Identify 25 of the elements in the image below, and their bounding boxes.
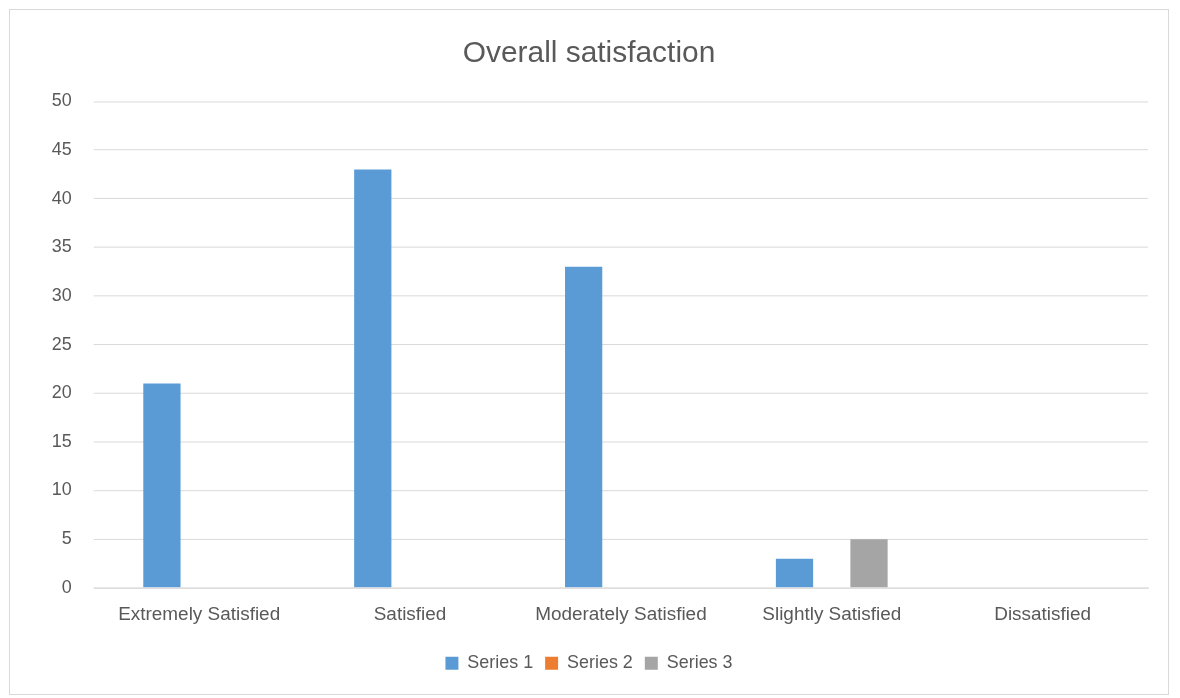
y-tick-label: 20 — [51, 382, 72, 403]
x-tick-label: Extremely Satisfied — [118, 603, 281, 625]
x-tick-label: Slightly Satisfied — [762, 603, 902, 625]
bar — [565, 266, 603, 588]
x-tick-label: Dissatisfied — [994, 603, 1092, 625]
y-tick-label: 5 — [61, 528, 72, 549]
y-tick-label: 15 — [51, 430, 72, 451]
y-tick-label: 40 — [51, 187, 72, 208]
bar — [775, 558, 814, 588]
bar — [850, 539, 888, 588]
legend-label: Series 3 — [666, 652, 733, 673]
y-tick-label: 45 — [51, 139, 72, 160]
y-tick-label: 30 — [51, 284, 72, 305]
y-tick-label: 25 — [51, 333, 72, 354]
y-tick-label: 0 — [61, 576, 72, 597]
bar — [354, 169, 392, 588]
y-tick-label: 50 — [51, 90, 72, 111]
legend-label: Series 2 — [567, 652, 633, 673]
legend-label: Series 1 — [467, 652, 534, 673]
y-tick-label: 35 — [51, 236, 72, 257]
chart-title: Overall satisfaction — [462, 34, 716, 68]
bar — [143, 383, 181, 588]
y-tick-label: 10 — [51, 479, 72, 500]
x-tick-label: Moderately Satisfied — [535, 603, 707, 625]
x-tick-label: Satisfied — [373, 603, 447, 625]
